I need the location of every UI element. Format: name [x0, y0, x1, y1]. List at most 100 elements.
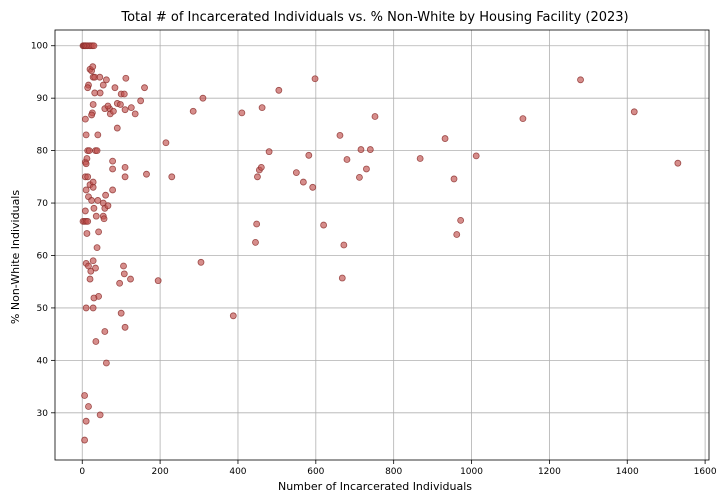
- data-point: [83, 230, 91, 237]
- data-point: [127, 275, 134, 283]
- data-point: [275, 86, 283, 94]
- data-point: [472, 152, 480, 160]
- data-point: [82, 417, 90, 425]
- data-point: [340, 241, 348, 249]
- data-point: [199, 94, 207, 102]
- data-point: [88, 197, 95, 204]
- data-point: [630, 108, 638, 116]
- data-point: [81, 115, 89, 123]
- x-tick-label: 200: [152, 467, 169, 477]
- data-point: [371, 113, 379, 120]
- data-point: [109, 165, 117, 173]
- data-point: [111, 84, 119, 92]
- data-point: [131, 110, 139, 118]
- data-point: [94, 131, 102, 139]
- data-point: [82, 186, 90, 194]
- data-point: [109, 107, 117, 115]
- data-point: [141, 84, 148, 92]
- data-point: [265, 148, 273, 156]
- data-point: [109, 186, 117, 194]
- data-point: [90, 294, 98, 302]
- data-point: [121, 323, 129, 331]
- data-point: [320, 221, 328, 229]
- data-point: [305, 151, 313, 159]
- x-tick-label: 1600: [694, 467, 717, 477]
- data-point: [121, 173, 129, 181]
- data-point: [96, 73, 104, 81]
- data-point: [89, 183, 97, 191]
- plot-frame: [54, 29, 710, 461]
- data-point: [85, 403, 92, 410]
- data-point: [96, 89, 104, 97]
- data-point: [89, 101, 97, 108]
- y-axis-label: % Non-White Individuals: [9, 190, 22, 324]
- data-point: [102, 76, 110, 84]
- data-point: [416, 155, 424, 162]
- data-point: [674, 159, 682, 167]
- data-point: [257, 163, 265, 171]
- x-axis-label: Number of Incarcerated Individuals: [278, 480, 472, 493]
- data-point: [95, 228, 102, 236]
- data-point: [99, 81, 107, 89]
- y-tick-label: 80: [37, 147, 49, 157]
- x-tick-label: 0: [79, 467, 85, 477]
- y-tick-label: 30: [37, 409, 49, 419]
- data-point: [116, 279, 124, 287]
- data-point: [88, 111, 95, 119]
- data-point: [457, 216, 465, 224]
- data-point: [117, 101, 124, 108]
- data-point: [81, 207, 89, 215]
- data-point: [85, 147, 93, 155]
- y-tick-label: 50: [37, 304, 49, 314]
- data-point: [121, 106, 129, 114]
- data-point: [311, 75, 319, 83]
- data-point: [84, 84, 92, 92]
- y-tick-label: 40: [37, 356, 49, 366]
- data-point: [120, 262, 127, 270]
- y-tick-label: 90: [37, 94, 49, 104]
- data-point: [81, 392, 88, 399]
- x-tick-label: 1200: [538, 467, 561, 477]
- data-point: [137, 97, 145, 105]
- data-point: [309, 183, 317, 191]
- data-point: [189, 107, 197, 115]
- data-point: [89, 304, 97, 312]
- data-point: [336, 132, 344, 139]
- data-point: [92, 338, 100, 345]
- data-point: [258, 104, 266, 112]
- data-point: [101, 328, 109, 335]
- data-point: [252, 238, 259, 246]
- data-point: [299, 178, 307, 186]
- data-point: [120, 270, 128, 278]
- data-point: [89, 63, 97, 71]
- data-points: [79, 42, 682, 444]
- data-point: [84, 218, 92, 225]
- data-point: [357, 146, 365, 153]
- data-point: [120, 90, 128, 98]
- data-point: [238, 109, 246, 117]
- data-point: [93, 147, 101, 155]
- data-point: [90, 42, 98, 50]
- data-point: [104, 102, 112, 110]
- data-point: [87, 267, 95, 275]
- data-point: [82, 160, 90, 168]
- data-point: [143, 170, 150, 178]
- data-point: [117, 309, 125, 317]
- data-point: [86, 275, 94, 283]
- data-point: [229, 312, 237, 320]
- data-point: [366, 146, 374, 153]
- data-point: [104, 202, 112, 210]
- data-point: [162, 139, 170, 147]
- data-point: [356, 173, 363, 181]
- data-point: [197, 258, 205, 266]
- data-point: [94, 197, 102, 204]
- data-point: [102, 191, 110, 199]
- data-point: [90, 204, 98, 212]
- data-point: [96, 411, 104, 419]
- data-point: [81, 436, 88, 444]
- data-point: [121, 163, 129, 171]
- x-tick-label: 400: [229, 467, 246, 477]
- x-tick-label: 600: [307, 467, 324, 477]
- data-point: [82, 131, 90, 139]
